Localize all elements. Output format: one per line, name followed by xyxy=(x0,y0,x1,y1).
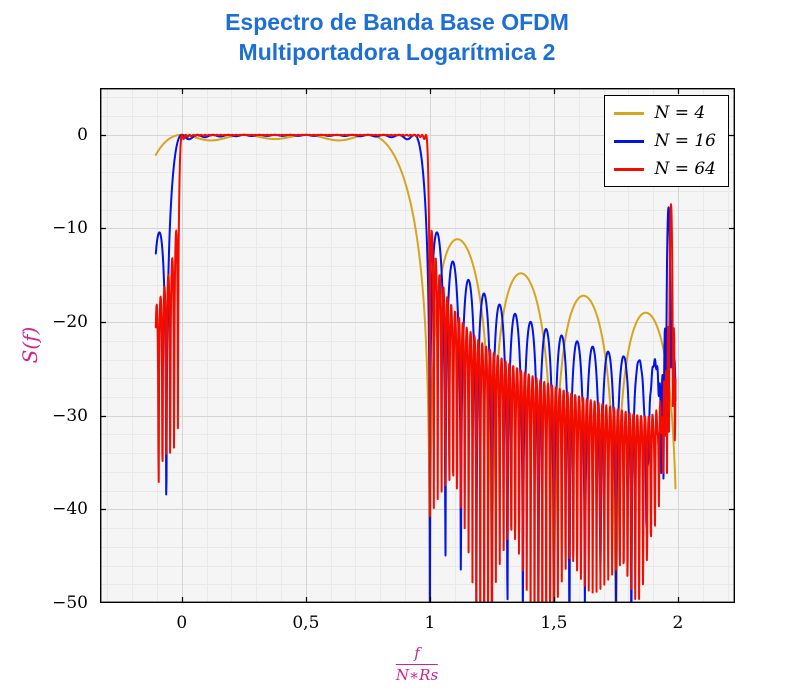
legend-line-swatch xyxy=(614,167,645,171)
legend-label: N = 64 xyxy=(654,159,716,179)
x-axis-label-numerator: f xyxy=(414,644,420,662)
y-tick-label: −40 xyxy=(52,499,88,520)
x-tick-label: 1,5 xyxy=(540,613,568,633)
x-tick-label: 1 xyxy=(424,613,436,633)
y-tick-label: −30 xyxy=(52,405,88,426)
x-tick-label: 0 xyxy=(176,613,188,633)
y-tick-label: −10 xyxy=(52,218,88,239)
legend-entry: N = 64 xyxy=(614,159,716,179)
chart-title: Espectro de Banda Base OFDM Multiportado… xyxy=(0,8,794,68)
x-tick-label: 2 xyxy=(672,613,684,633)
y-tick-label: 0 xyxy=(77,124,88,145)
legend-entry: N = 4 xyxy=(614,103,716,123)
legend-label: N = 4 xyxy=(654,103,706,123)
chart-title-line2: Multiportadora Logarítmica 2 xyxy=(238,38,556,65)
x-axis-label: f N∗Rs xyxy=(395,644,439,684)
legend: N = 4 N = 16 N = 64 xyxy=(604,95,729,187)
x-axis-label-denominator: N∗Rs xyxy=(395,665,439,684)
legend-entry: N = 16 xyxy=(614,131,716,151)
y-axis-label: S(f) xyxy=(18,326,42,364)
x-tick-label: 0,5 xyxy=(292,613,320,633)
legend-line-swatch xyxy=(614,111,645,115)
chart-title-line1: Espectro de Banda Base OFDM xyxy=(225,9,569,35)
y-tick-label: −20 xyxy=(52,312,88,333)
legend-label: N = 16 xyxy=(654,131,716,151)
y-tick-label: −50 xyxy=(52,593,88,613)
legend-line-swatch xyxy=(614,139,645,143)
fraction-bar xyxy=(395,663,439,665)
